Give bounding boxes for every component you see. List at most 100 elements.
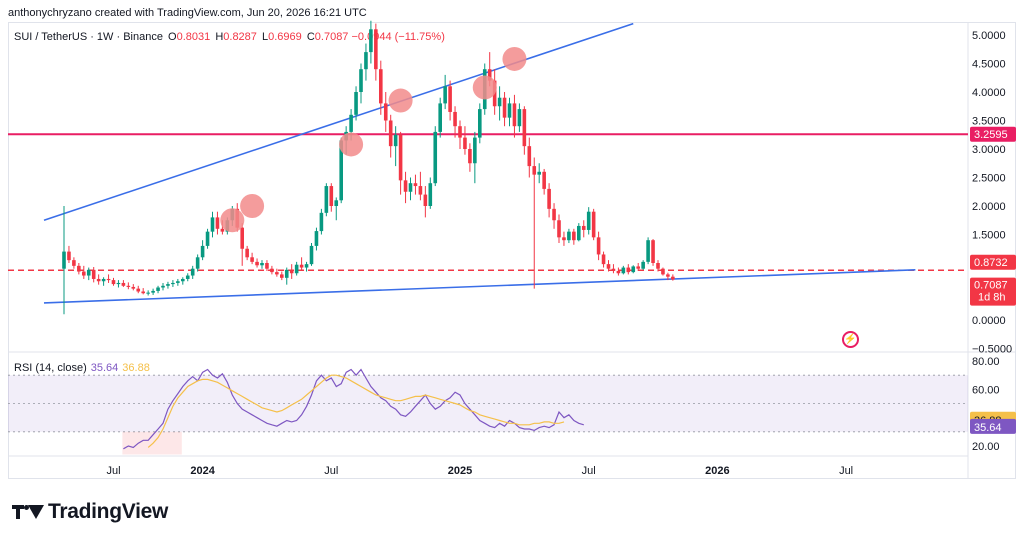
- rsi-tick-label: 60.00: [972, 384, 1000, 396]
- price-tick-label: −0.5000: [972, 344, 1012, 356]
- candle-body: [190, 268, 195, 276]
- resistance-badge-bg: [970, 126, 1016, 142]
- rsi-value: 35.64: [90, 362, 119, 374]
- trendline: [43, 269, 916, 304]
- open-label: O: [168, 31, 177, 43]
- rsi-tick-label: 20.00: [972, 441, 1000, 453]
- candle-body: [398, 134, 403, 181]
- highlight-marker: [388, 88, 413, 113]
- time-tick-label: Jul: [324, 465, 338, 477]
- price-tick-label: 4.5000: [972, 59, 1006, 71]
- rsi-ma-line: [147, 374, 565, 448]
- candle-body: [552, 208, 556, 221]
- time-tick-label: 2026: [705, 465, 729, 477]
- candle-body: [77, 265, 81, 272]
- candle-body: [141, 291, 145, 294]
- candle-body: [408, 183, 413, 192]
- candle-body: [646, 240, 650, 262]
- candle-body: [567, 231, 571, 241]
- candle-body: [195, 257, 200, 269]
- symbol-label[interactable]: SUI / TetherUS · 1W · Binance: [14, 31, 163, 43]
- candle-body: [413, 183, 418, 187]
- candle-body: [111, 280, 116, 285]
- candle-body: [106, 278, 111, 281]
- rsi-line: [123, 368, 584, 450]
- candle-body: [86, 269, 91, 276]
- price-tick-label: 3.0000: [972, 144, 1006, 156]
- candle-body: [636, 266, 640, 269]
- candle-body: [596, 237, 601, 255]
- level-badge: 0.8732: [974, 257, 1008, 269]
- candle-body: [463, 137, 467, 149]
- candle-body: [319, 212, 324, 232]
- candle-body: [631, 266, 636, 273]
- candle-body: [502, 97, 507, 118]
- candle-body: [91, 269, 96, 279]
- candle-body: [661, 268, 665, 275]
- candle-body: [151, 290, 155, 293]
- lightning-icon[interactable]: ⚡: [842, 331, 859, 348]
- candle-body: [280, 274, 284, 278]
- candle-body: [626, 267, 631, 273]
- price-tick-label: 1.5000: [972, 230, 1006, 242]
- last-price-label: 0.7087: [974, 280, 1008, 292]
- candle-body: [334, 200, 339, 206]
- level-badge-bg: [970, 254, 1016, 270]
- candle-body: [458, 126, 462, 138]
- candle-body: [131, 286, 136, 289]
- candle-body: [255, 261, 259, 266]
- close-value: 0.7087: [314, 31, 349, 43]
- candle-body: [245, 248, 249, 258]
- candle-body: [126, 285, 131, 287]
- candle-body: [478, 109, 482, 138]
- candle-body: [611, 268, 616, 271]
- rsi-oversold-fill: [122, 431, 182, 455]
- time-tick-label: 2024: [190, 465, 215, 477]
- candle-body: [383, 103, 388, 121]
- low-value: 0.6969: [268, 31, 302, 43]
- countdown-label: 1d 8h: [978, 292, 1006, 304]
- highlight-marker: [339, 132, 364, 157]
- candle-body: [557, 220, 561, 238]
- candle-body: [379, 69, 383, 104]
- last-price-badge-bg: [970, 277, 1016, 306]
- candle-body: [314, 231, 319, 246]
- price-tick-label: 0.0000: [972, 315, 1006, 327]
- candle-body: [616, 270, 621, 274]
- candle-body: [453, 111, 457, 127]
- candle-body: [527, 146, 532, 167]
- price-tick-label: 2.5000: [972, 173, 1006, 185]
- candle-body: [522, 109, 527, 147]
- highlight-marker: [240, 194, 265, 218]
- low-label: L: [261, 31, 269, 43]
- high-value: 0.8287: [223, 31, 257, 43]
- candle-body: [641, 261, 645, 269]
- price-tick-label: 3.5000: [972, 116, 1006, 128]
- candle-body: [547, 188, 551, 209]
- candle-body: [116, 282, 121, 285]
- candle-body: [205, 231, 210, 246]
- price-tick-label: 5.0000: [972, 30, 1006, 42]
- rsi-name[interactable]: RSI (14, close): [14, 362, 87, 374]
- candle-body: [532, 166, 537, 175]
- candle-body: [671, 276, 675, 280]
- candle-body: [364, 52, 368, 70]
- candle-body: [72, 260, 76, 266]
- candle-body: [497, 97, 502, 107]
- candle-body: [339, 140, 343, 201]
- candle-body: [121, 282, 126, 286]
- candle-body: [433, 131, 438, 184]
- price-tick-label: 2.0000: [972, 201, 1006, 213]
- candle-body: [591, 211, 596, 238]
- rsi-badge-bg: [970, 418, 1016, 434]
- time-tick-label: 2025: [448, 465, 472, 477]
- candle-body: [393, 134, 398, 147]
- candle-body: [656, 263, 660, 269]
- candle-body: [260, 263, 264, 266]
- candle-body: [171, 282, 175, 285]
- candle-body: [96, 278, 101, 282]
- candle-body: [512, 103, 517, 127]
- candle-body: [284, 269, 289, 278]
- open-value: 0.8031: [176, 31, 211, 43]
